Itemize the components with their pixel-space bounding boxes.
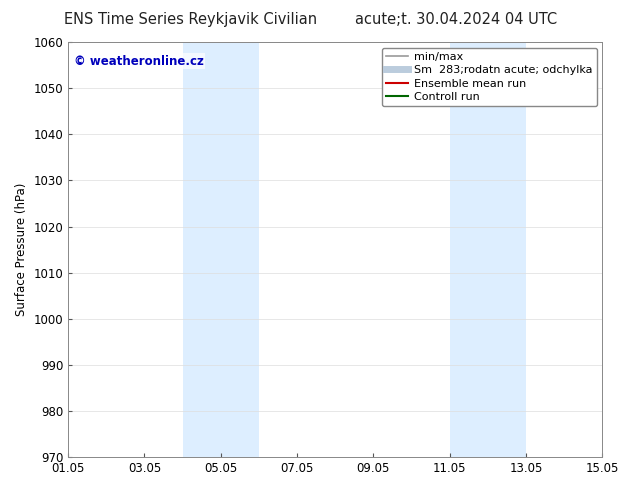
Bar (450, 42, 526, 457)
Y-axis label: Surface Pressure (hPa): Surface Pressure (hPa) (15, 183, 28, 316)
Legend: min/max, Sm  283;rodatn acute; odchylka, Ensemble mean run, Controll run: min/max, Sm 283;rodatn acute; odchylka, … (382, 48, 597, 106)
Bar (183, 42, 259, 457)
Text: © weatheronline.cz: © weatheronline.cz (74, 54, 204, 68)
Text: ENS Time Series Reykjavik Civilian: ENS Time Series Reykjavik Civilian (63, 12, 317, 27)
Text: acute;t. 30.04.2024 04 UTC: acute;t. 30.04.2024 04 UTC (356, 12, 557, 27)
